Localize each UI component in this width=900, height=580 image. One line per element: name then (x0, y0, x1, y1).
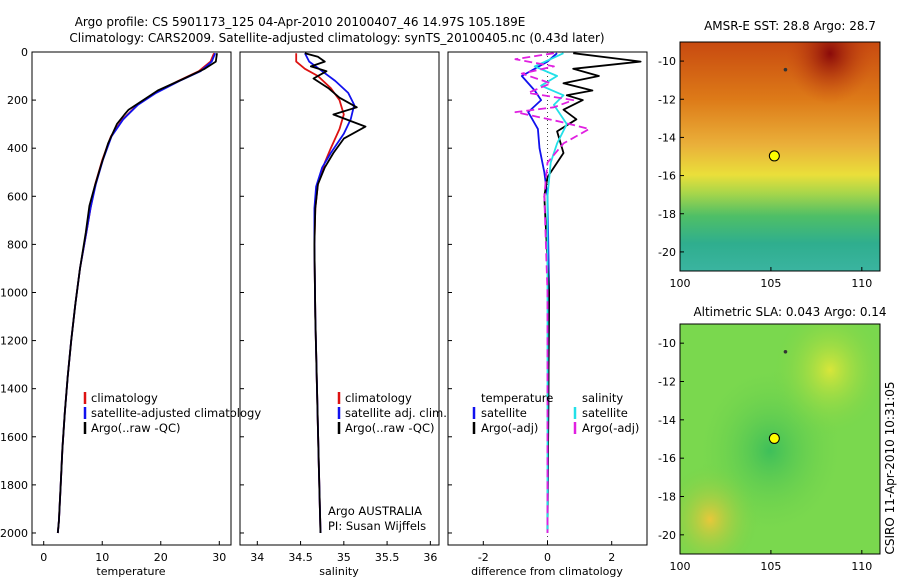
map-x-tick-label: 110 (851, 277, 872, 290)
map-x-tick-label: 105 (760, 277, 781, 290)
sla-map-title: Altimetric SLA: 0.043 Argo: 0.14 (693, 305, 886, 319)
map-y-tick-label: -20 (658, 246, 676, 259)
salinity-axes: 34 34.5 35 35.5 36 (240, 51, 437, 564)
series-line-satellite-adjusted-climatology (56, 52, 217, 534)
x-tick-label: 35 (337, 551, 351, 564)
legend-label-climatology: climatology (91, 391, 158, 405)
x-tick-label: 35.5 (375, 551, 400, 564)
sla-frame (679, 323, 881, 555)
map-y-tick-label: -12 (658, 93, 676, 106)
x-tick-label: 0 (544, 551, 551, 564)
y-tick-label: 1600 (0, 431, 28, 444)
sla-map: Altimetric SLA: 0.043 Argo: 0.14 100 105 1… (658, 305, 887, 573)
y-tick-label: 800 (7, 238, 28, 251)
legend-title-temperature: temperature (481, 391, 553, 405)
series-line-climatology (295, 53, 345, 534)
y-tick-label: 1000 (0, 286, 28, 299)
map-x-tick-label: 100 (670, 560, 691, 573)
temperature-panel: 0 10 20 30 0 200 400 600 800 1000 1200 1400 1600 1800… (0, 46, 232, 578)
y-tick-label: 200 (7, 94, 28, 107)
map-y-tick-label: -18 (658, 208, 676, 221)
salinity-annotation-2: PI: Susan Wijffels (328, 519, 426, 533)
map-x-tick-label: 110 (851, 560, 872, 573)
salinity-panel: 34 34.5 35 35.5 36 salinity Argo AUSTRALIA P… (239, 51, 440, 578)
legend-label-argo: Argo(..raw -QC) (91, 421, 181, 435)
map-y-tick-label: -16 (658, 170, 676, 183)
legend-label-climatology: climatology (345, 391, 412, 405)
difference-legend: temperature satellite Argo(-adj) salinit… (472, 391, 639, 435)
y-tick-label: 400 (7, 142, 28, 155)
temperature-frame (31, 51, 232, 546)
sst-map-title: AMSR-E SST: 28.8 Argo: 28.7 (704, 19, 876, 33)
series-line-argo-raw-qc- (56, 53, 218, 534)
x-tick-label: 30 (212, 551, 226, 564)
series-line-climatology (56, 52, 215, 534)
x-tick-label: 34 (250, 551, 264, 564)
header-line-1: Argo profile: CS 5901173_125 04-Apr-2010… (75, 15, 526, 29)
series-line-temperature-argo-adj- (543, 52, 642, 534)
temperature-legend: climatology satellite-adjusted climatolo… (83, 391, 261, 435)
island-marker (783, 349, 788, 354)
x-tick-label: 0 (40, 551, 47, 564)
series-line-temperature-satellite (520, 52, 558, 534)
sla-axes: 100 105 110 -10 -12 -14 -16 -18 -20 (658, 337, 872, 573)
y-tick-label: 1400 (0, 383, 28, 396)
sst-warm-patch (680, 42, 880, 271)
argo-position-marker (768, 432, 780, 444)
map-y-tick-label: -18 (658, 491, 676, 504)
map-y-tick-label: -12 (658, 376, 676, 389)
y-tick-label: 1200 (0, 335, 28, 348)
sst-frame (679, 41, 881, 272)
header-line-2: Climatology: CARS2009. Satellite-adjuste… (69, 31, 604, 45)
map-y-tick-label: -14 (658, 414, 676, 427)
map-y-tick-label: -20 (658, 529, 676, 542)
x-tick-label: 10 (95, 551, 109, 564)
legend-label-satellite: satellite-adjusted climatology (91, 406, 261, 420)
series-line-salinity-argo-adj- (514, 52, 591, 533)
map-x-tick-label: 100 (670, 277, 691, 290)
legend-label-satellite: satellite adj. clim. (345, 406, 447, 420)
legend-label-sal-satellite: satellite (582, 406, 628, 420)
x-tick-label: 2 (608, 551, 615, 564)
legend-label-temp-satellite: satellite (481, 406, 527, 420)
sst-axes: 100 105 110 -10 -12 -14 -16 -18 -20 (658, 55, 872, 290)
temperature-xlabel: temperature (96, 565, 165, 578)
x-tick-label: 20 (154, 551, 168, 564)
y-tick-label: 1800 (0, 479, 28, 492)
x-tick-label: 36 (423, 551, 437, 564)
series-line-salinity-satellite (533, 52, 568, 533)
salinity-annotation-1: Argo AUSTRALIA (328, 504, 422, 518)
x-tick-label: -2 (478, 551, 489, 564)
y-tick-label: 2000 (0, 527, 28, 540)
difference-axes: -2 0 2 (448, 51, 642, 564)
difference-panel: -2 0 2 difference from climatology (447, 51, 648, 578)
salinity-xlabel: salinity (319, 565, 359, 578)
legend-label-temp-argo: Argo(-adj) (481, 421, 538, 435)
map-y-tick-label: -10 (658, 55, 676, 68)
y-tick-label: 0 (21, 46, 28, 59)
series-line-argo-raw-qc- (304, 52, 367, 534)
argo-position-marker (768, 150, 780, 162)
difference-xlabel: difference from climatology (471, 565, 623, 578)
x-tick-label: 34.5 (288, 551, 313, 564)
map-y-tick-label: -16 (658, 452, 676, 465)
temperature-axes: 0 10 20 30 0 200 400 600 800 1000 1200 1400 1600 1800… (0, 46, 226, 564)
sla-high-patch-2 (680, 324, 880, 554)
footer-credit: CSIRO 11-Apr-2010 10:31:05 (883, 381, 897, 554)
series-line-satellite-adj-clim- (304, 52, 356, 534)
map-x-tick-label: 105 (760, 560, 781, 573)
sst-map: AMSR-E SST: 28.8 Argo: 28.7 100 105 110 -10… (658, 19, 881, 290)
salinity-legend: climatology satellite adj. clim. Argo(..… (337, 391, 447, 435)
island-marker (783, 67, 788, 72)
legend-label-sal-argo: Argo(-adj) (582, 421, 639, 435)
legend-title-salinity: salinity (582, 391, 623, 405)
salinity-frame (239, 51, 440, 546)
y-tick-label: 600 (7, 190, 28, 203)
legend-label-argo: Argo(..raw -QC) (345, 421, 435, 435)
map-y-tick-label: -14 (658, 131, 676, 144)
map-y-tick-label: -10 (658, 337, 676, 350)
